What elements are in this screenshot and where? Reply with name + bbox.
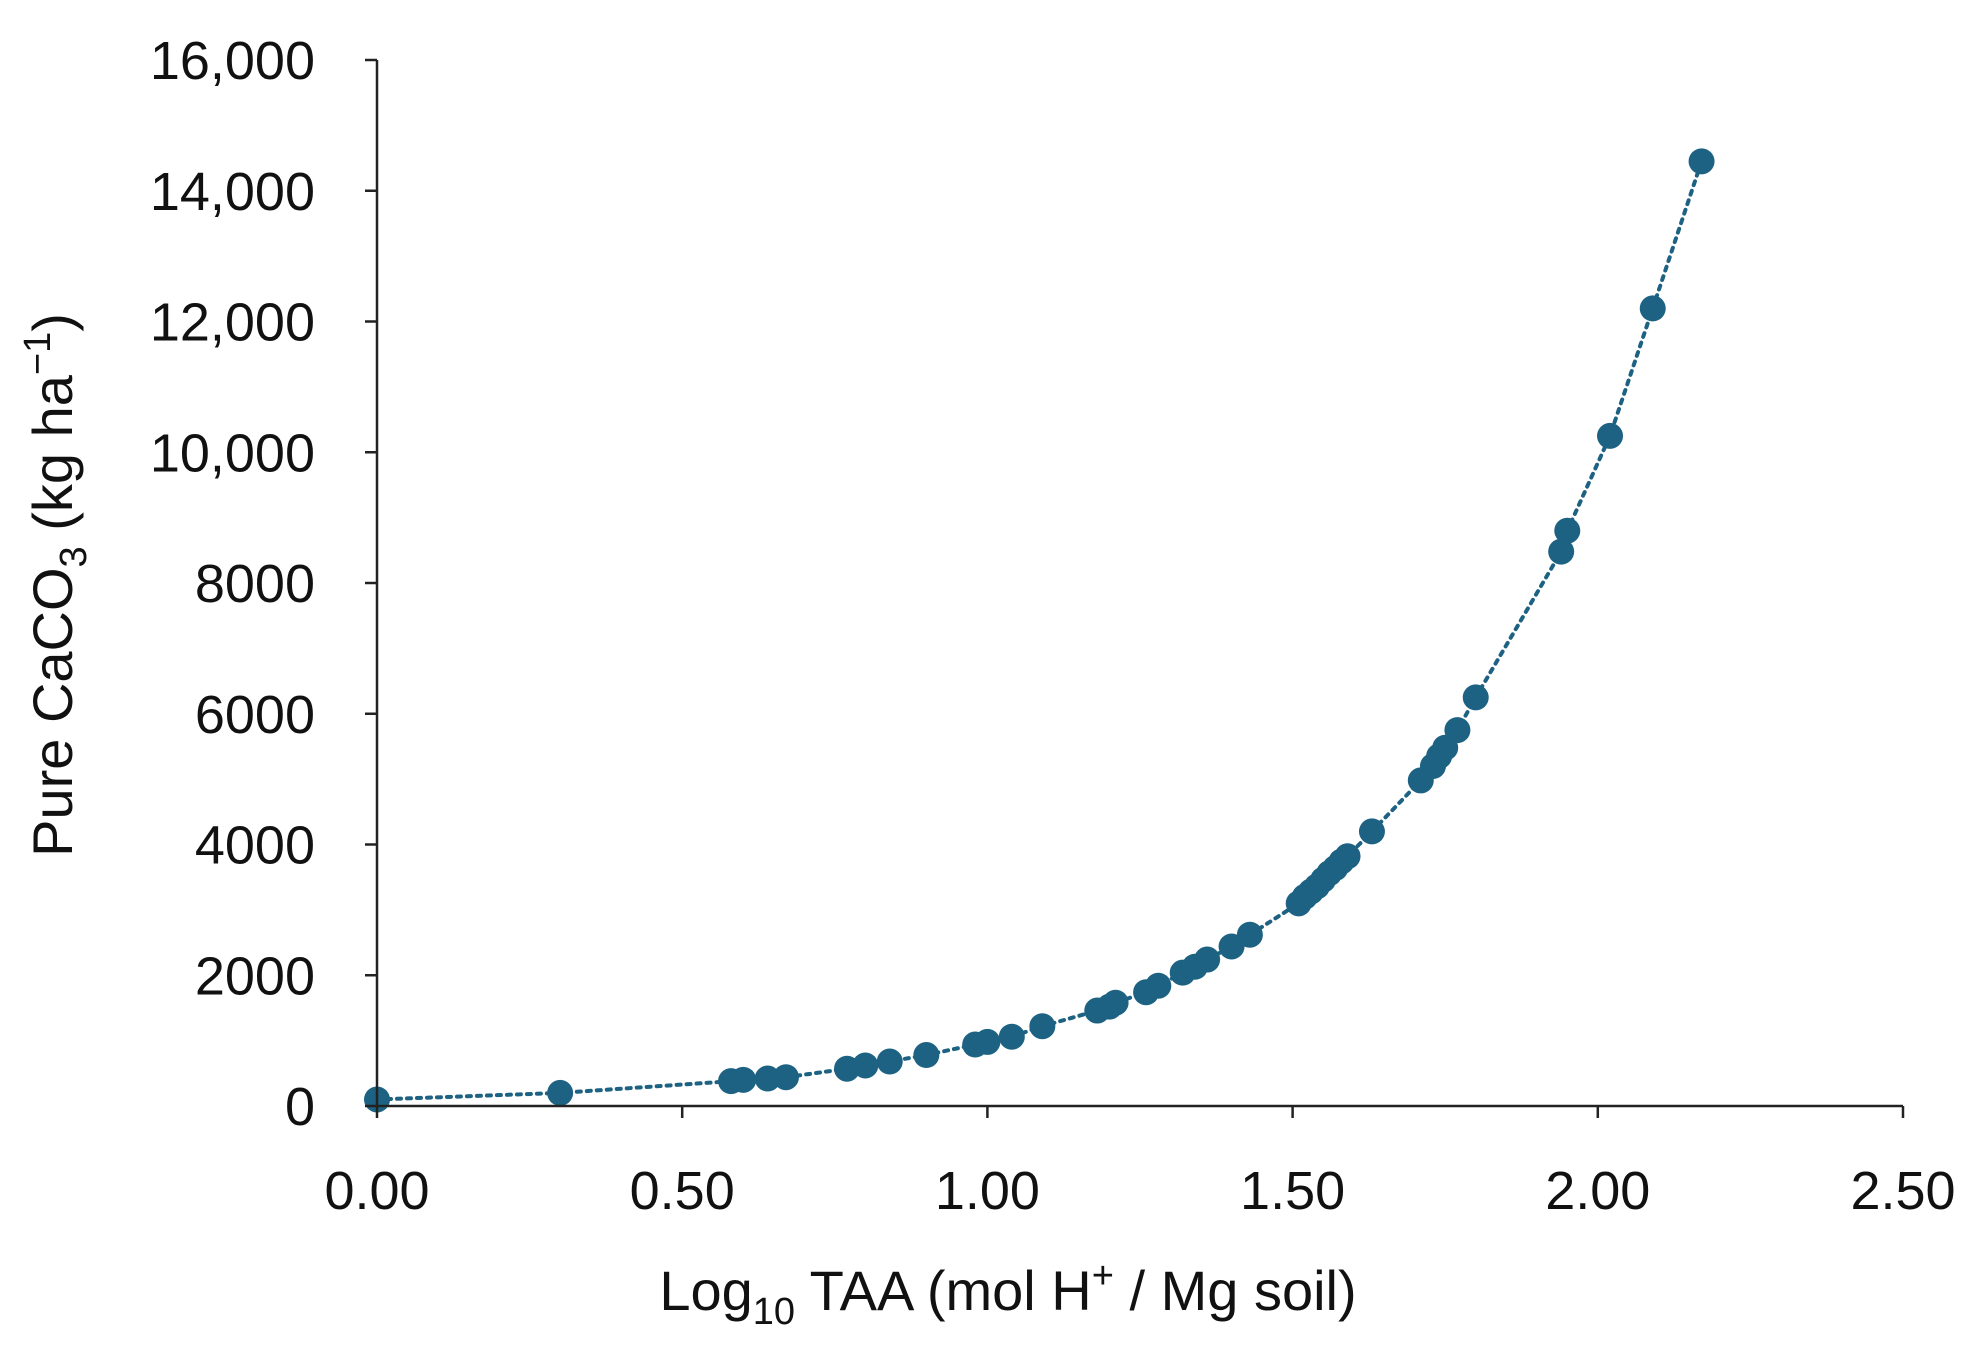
data-point bbox=[1444, 717, 1471, 744]
data-point bbox=[1688, 148, 1715, 175]
data-point bbox=[1462, 684, 1489, 711]
data-point bbox=[913, 1042, 940, 1069]
x-axis-title-sub: 10 bbox=[753, 1291, 795, 1333]
x-tick-label: 1.00 bbox=[935, 1161, 1040, 1221]
y-tick-label: 14,000 bbox=[150, 162, 315, 222]
data-point bbox=[1102, 989, 1129, 1016]
y-axis-title-pre: Pure CaCO bbox=[21, 567, 84, 856]
y-axis-title-sub: 3 bbox=[53, 546, 95, 567]
trend-line-layer bbox=[375, 159, 1704, 1102]
y-axis-title-mid: (kg ha bbox=[21, 374, 84, 546]
y-tick-label: 6000 bbox=[195, 685, 315, 745]
x-tick-label: 2.50 bbox=[1850, 1161, 1955, 1221]
data-point bbox=[998, 1023, 1025, 1050]
data-point bbox=[876, 1048, 903, 1075]
data-point bbox=[1548, 538, 1575, 565]
data-point bbox=[547, 1079, 574, 1106]
data-point bbox=[1236, 921, 1263, 948]
data-point bbox=[1358, 818, 1385, 845]
y-tick-label: 0 bbox=[285, 1077, 315, 1137]
x-axis-title-tail: / Mg soil) bbox=[1114, 1259, 1357, 1322]
y-tick-label: 2000 bbox=[195, 946, 315, 1006]
y-tick-label: 16,000 bbox=[150, 31, 315, 91]
y-tick-label: 8000 bbox=[195, 554, 315, 614]
y-tick-label: 12,000 bbox=[150, 293, 315, 353]
trend-line bbox=[375, 159, 1704, 1102]
x-axis-title-sup: + bbox=[1092, 1255, 1114, 1297]
y-tick-label: 10,000 bbox=[150, 423, 315, 483]
data-point bbox=[772, 1064, 799, 1091]
x-tick-label: 0.50 bbox=[630, 1161, 735, 1221]
x-axis-title: Log10 TAA (mol H+ / Mg soil) bbox=[659, 1255, 1356, 1333]
data-point bbox=[1597, 422, 1624, 449]
data-point bbox=[1639, 295, 1666, 322]
data-point bbox=[1145, 972, 1172, 999]
x-tick-label: 2.00 bbox=[1545, 1161, 1650, 1221]
x-tick-label: 0.00 bbox=[324, 1161, 429, 1221]
data-point bbox=[974, 1028, 1001, 1055]
y-axis-title: Pure CaCO3 (kg ha−1) bbox=[17, 313, 95, 857]
y-axis-title-tail: ) bbox=[21, 313, 84, 332]
data-point bbox=[852, 1052, 879, 1079]
data-point bbox=[1554, 517, 1581, 544]
y-tick-label: 4000 bbox=[195, 816, 315, 876]
y-axis-title-sup: −1 bbox=[17, 332, 59, 375]
data-point bbox=[1194, 946, 1221, 973]
data-point bbox=[1334, 843, 1361, 870]
axes-layer: 0 2000 4000 6000 8000 10,000 12,000 14,000 16,00… bbox=[150, 31, 1956, 1221]
data-point bbox=[1029, 1013, 1056, 1040]
x-axis-title-pre: Log bbox=[659, 1259, 752, 1322]
x-axis-title-post: TAA (mol H bbox=[795, 1259, 1092, 1322]
x-tick-label: 1.50 bbox=[1240, 1161, 1345, 1221]
data-points-layer bbox=[364, 148, 1715, 1113]
data-point bbox=[730, 1066, 757, 1093]
